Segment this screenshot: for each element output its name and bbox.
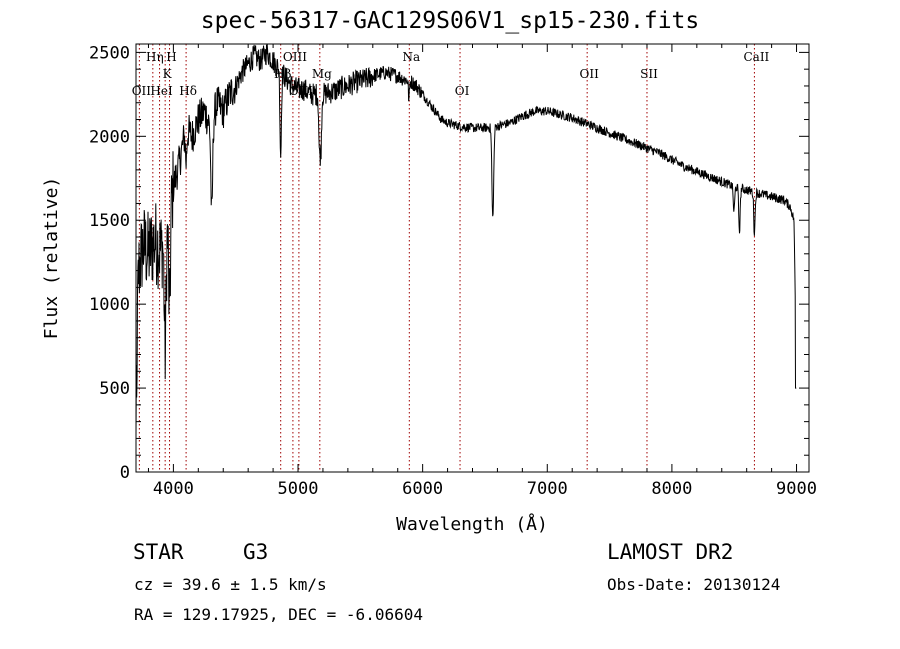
spectral-line-label: OIII — [283, 50, 307, 64]
x-tick-label: 9000 — [776, 479, 817, 499]
survey-name: LAMOST DR2 — [607, 540, 734, 564]
spectral-line-label: Na — [402, 50, 420, 64]
spectral-line-label: OII — [132, 84, 152, 98]
chart-title: spec-56317-GAC129S06V1_sp15-230.fits — [200, 8, 700, 34]
plot-frame — [135, 43, 810, 473]
spectral-line-label: SII — [640, 67, 658, 81]
spectral-line-label: K — [163, 67, 173, 81]
x-tick-label: 7000 — [527, 479, 568, 499]
y-tick-label: 1500 — [89, 211, 130, 231]
y-tick-label: 2500 — [89, 43, 130, 63]
x-tick-label: 8000 — [651, 479, 692, 499]
y-tick-label: 1000 — [89, 295, 130, 315]
object-class: STAR — [133, 540, 184, 564]
x-tick-label: 5000 — [278, 479, 319, 499]
spectral-line-label: OII — [579, 67, 599, 81]
y-tick-label: 0 — [120, 463, 130, 483]
spectrum-series-line — [135, 44, 797, 435]
spectral-line-label: H — [166, 50, 176, 64]
spectral-line-label: HeI — [150, 84, 173, 98]
spectral-line-label: Mg — [312, 67, 332, 81]
y-tick-label: 500 — [99, 379, 130, 399]
x-tick-label: 4000 — [153, 479, 194, 499]
spectral-line-label: CaII — [743, 50, 769, 64]
x-axis-label: Wavelength (Å) — [396, 513, 548, 535]
x-tick-label: 6000 — [402, 479, 443, 499]
y-axis-label: Flux (relative) — [41, 177, 62, 340]
object-subclass: G3 — [243, 540, 269, 564]
coordinates-text: RA = 129.17925, DEC = -6.06604 — [134, 605, 423, 624]
y-tick-label: 2000 — [89, 127, 130, 147]
obs-date-text: Obs-Date: 20130124 — [607, 575, 781, 594]
redshift-text: cz = 39.6 ± 1.5 km/s — [134, 575, 327, 594]
spectral-line-label: OI — [455, 84, 470, 98]
spectral-line-label: Hη — [146, 50, 164, 64]
spectral-line-label: Hδ — [179, 84, 197, 98]
